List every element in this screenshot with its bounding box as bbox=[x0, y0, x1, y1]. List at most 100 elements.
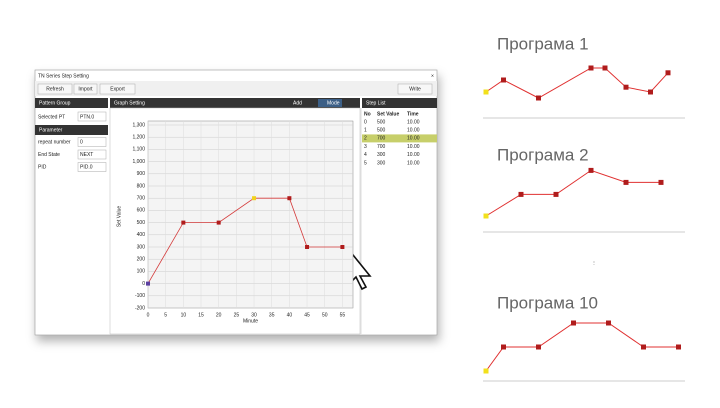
y-tick-label: -200 bbox=[135, 305, 145, 311]
graph-header bbox=[110, 98, 360, 108]
step-title: Step List bbox=[366, 100, 386, 106]
toolbar-button[interactable] bbox=[37, 83, 73, 95]
cell: 0 bbox=[364, 119, 367, 125]
param-value: NEXT bbox=[80, 152, 93, 158]
program-line bbox=[485, 322, 679, 372]
param-input[interactable] bbox=[77, 162, 107, 172]
cell: 10.00 bbox=[407, 119, 420, 125]
toolbar bbox=[35, 81, 437, 96]
write-button[interactable] bbox=[397, 83, 433, 95]
cell: 300 bbox=[377, 152, 386, 158]
data-point[interactable] bbox=[287, 196, 292, 201]
program-point bbox=[483, 368, 489, 374]
column-header: Set Value bbox=[377, 111, 399, 117]
program-point bbox=[483, 89, 489, 95]
cell: 10.00 bbox=[407, 128, 420, 134]
cell: 3 bbox=[364, 144, 367, 150]
cell: 700 bbox=[377, 144, 386, 150]
program-line bbox=[485, 67, 669, 99]
program-point bbox=[676, 344, 681, 350]
data-point[interactable] bbox=[305, 245, 310, 249]
x-tick-label: 35 bbox=[269, 312, 275, 318]
param-label: PID bbox=[38, 164, 47, 170]
program-point bbox=[483, 213, 489, 219]
pattern-value: PTN.0 bbox=[80, 114, 94, 120]
cell: 500 bbox=[377, 128, 386, 134]
program-point bbox=[588, 65, 594, 71]
x-tick-label: 5 bbox=[164, 312, 167, 318]
selected-row bbox=[362, 134, 437, 143]
program-title: Програма 1 bbox=[497, 34, 589, 53]
data-point[interactable] bbox=[340, 245, 345, 249]
y-tick-label: 200 bbox=[137, 257, 146, 263]
param-input[interactable] bbox=[77, 137, 107, 147]
program-point bbox=[518, 191, 524, 197]
program-point bbox=[648, 89, 653, 95]
program-point bbox=[536, 95, 541, 101]
column-header: Time bbox=[407, 111, 419, 117]
step-header bbox=[362, 98, 437, 108]
program-point bbox=[571, 320, 576, 326]
param-value: PID.0 bbox=[80, 164, 93, 170]
pattern-title: Pattern Group bbox=[39, 100, 71, 106]
program-point bbox=[606, 320, 611, 326]
y-tick-label: 700 bbox=[137, 196, 146, 202]
parameter-header bbox=[35, 125, 108, 135]
graph-title: Graph Setting bbox=[114, 100, 145, 106]
program-title: Програма 2 bbox=[497, 145, 589, 164]
program-point bbox=[641, 344, 646, 350]
param-label: repeat number bbox=[38, 139, 71, 145]
program-title: Програма 10 bbox=[497, 293, 598, 312]
y-tick-label: 1,100 bbox=[132, 147, 145, 153]
cell: 4 bbox=[364, 152, 367, 158]
toolbar-button[interactable] bbox=[99, 83, 136, 95]
selected-label: Selected PT bbox=[38, 114, 65, 120]
pattern-header bbox=[35, 98, 108, 108]
data-point[interactable] bbox=[146, 281, 150, 286]
toolbar-label: Export bbox=[110, 86, 125, 92]
mode-button[interactable]: Mode bbox=[327, 100, 340, 106]
y-tick-label: 0 bbox=[142, 281, 145, 287]
program-point bbox=[501, 344, 506, 350]
y-tick-label: 1,200 bbox=[132, 135, 145, 141]
cell: 500 bbox=[377, 119, 386, 125]
write-label: Write bbox=[409, 86, 421, 92]
pattern-combo[interactable] bbox=[77, 111, 107, 122]
cell: 1 bbox=[364, 128, 367, 134]
x-axis-label: Minute bbox=[243, 318, 258, 324]
param-input[interactable] bbox=[77, 149, 107, 160]
data-point[interactable] bbox=[252, 196, 257, 201]
x-tick-label: 50 bbox=[322, 312, 328, 318]
cell: 300 bbox=[377, 160, 386, 166]
x-tick-label: 10 bbox=[181, 312, 187, 318]
y-tick-label: 900 bbox=[137, 171, 146, 177]
cell: 10.00 bbox=[407, 160, 420, 166]
graph-frame bbox=[109, 107, 361, 335]
cell: 700 bbox=[377, 136, 386, 142]
cell: 10.00 bbox=[407, 136, 420, 142]
program-point bbox=[623, 84, 629, 90]
program-point bbox=[501, 77, 506, 83]
data-point[interactable] bbox=[216, 220, 221, 225]
y-tick-label: 400 bbox=[137, 232, 146, 238]
x-tick-label: 25 bbox=[234, 312, 240, 318]
y-tick-label: 1,000 bbox=[132, 159, 145, 165]
program-point bbox=[658, 179, 664, 185]
program-point bbox=[665, 70, 671, 76]
x-tick-label: 30 bbox=[251, 312, 257, 318]
close-button[interactable]: × bbox=[431, 73, 434, 79]
add-button[interactable]: Add bbox=[293, 100, 302, 106]
y-tick-label: 100 bbox=[137, 269, 146, 275]
x-tick-label: 15 bbox=[198, 312, 204, 318]
cell: 5 bbox=[364, 160, 367, 166]
y-tick-label: 600 bbox=[137, 208, 146, 214]
y-axis-label: Set Value bbox=[116, 206, 122, 228]
x-tick-label: 0 bbox=[147, 312, 150, 318]
data-point[interactable] bbox=[181, 220, 186, 225]
y-tick-label: 1,300 bbox=[132, 122, 145, 128]
cell: 10.00 bbox=[407, 152, 420, 158]
toolbar-button[interactable] bbox=[73, 83, 98, 95]
program-point bbox=[602, 65, 608, 71]
plot-area bbox=[147, 120, 354, 309]
x-tick-label: 40 bbox=[287, 312, 293, 318]
